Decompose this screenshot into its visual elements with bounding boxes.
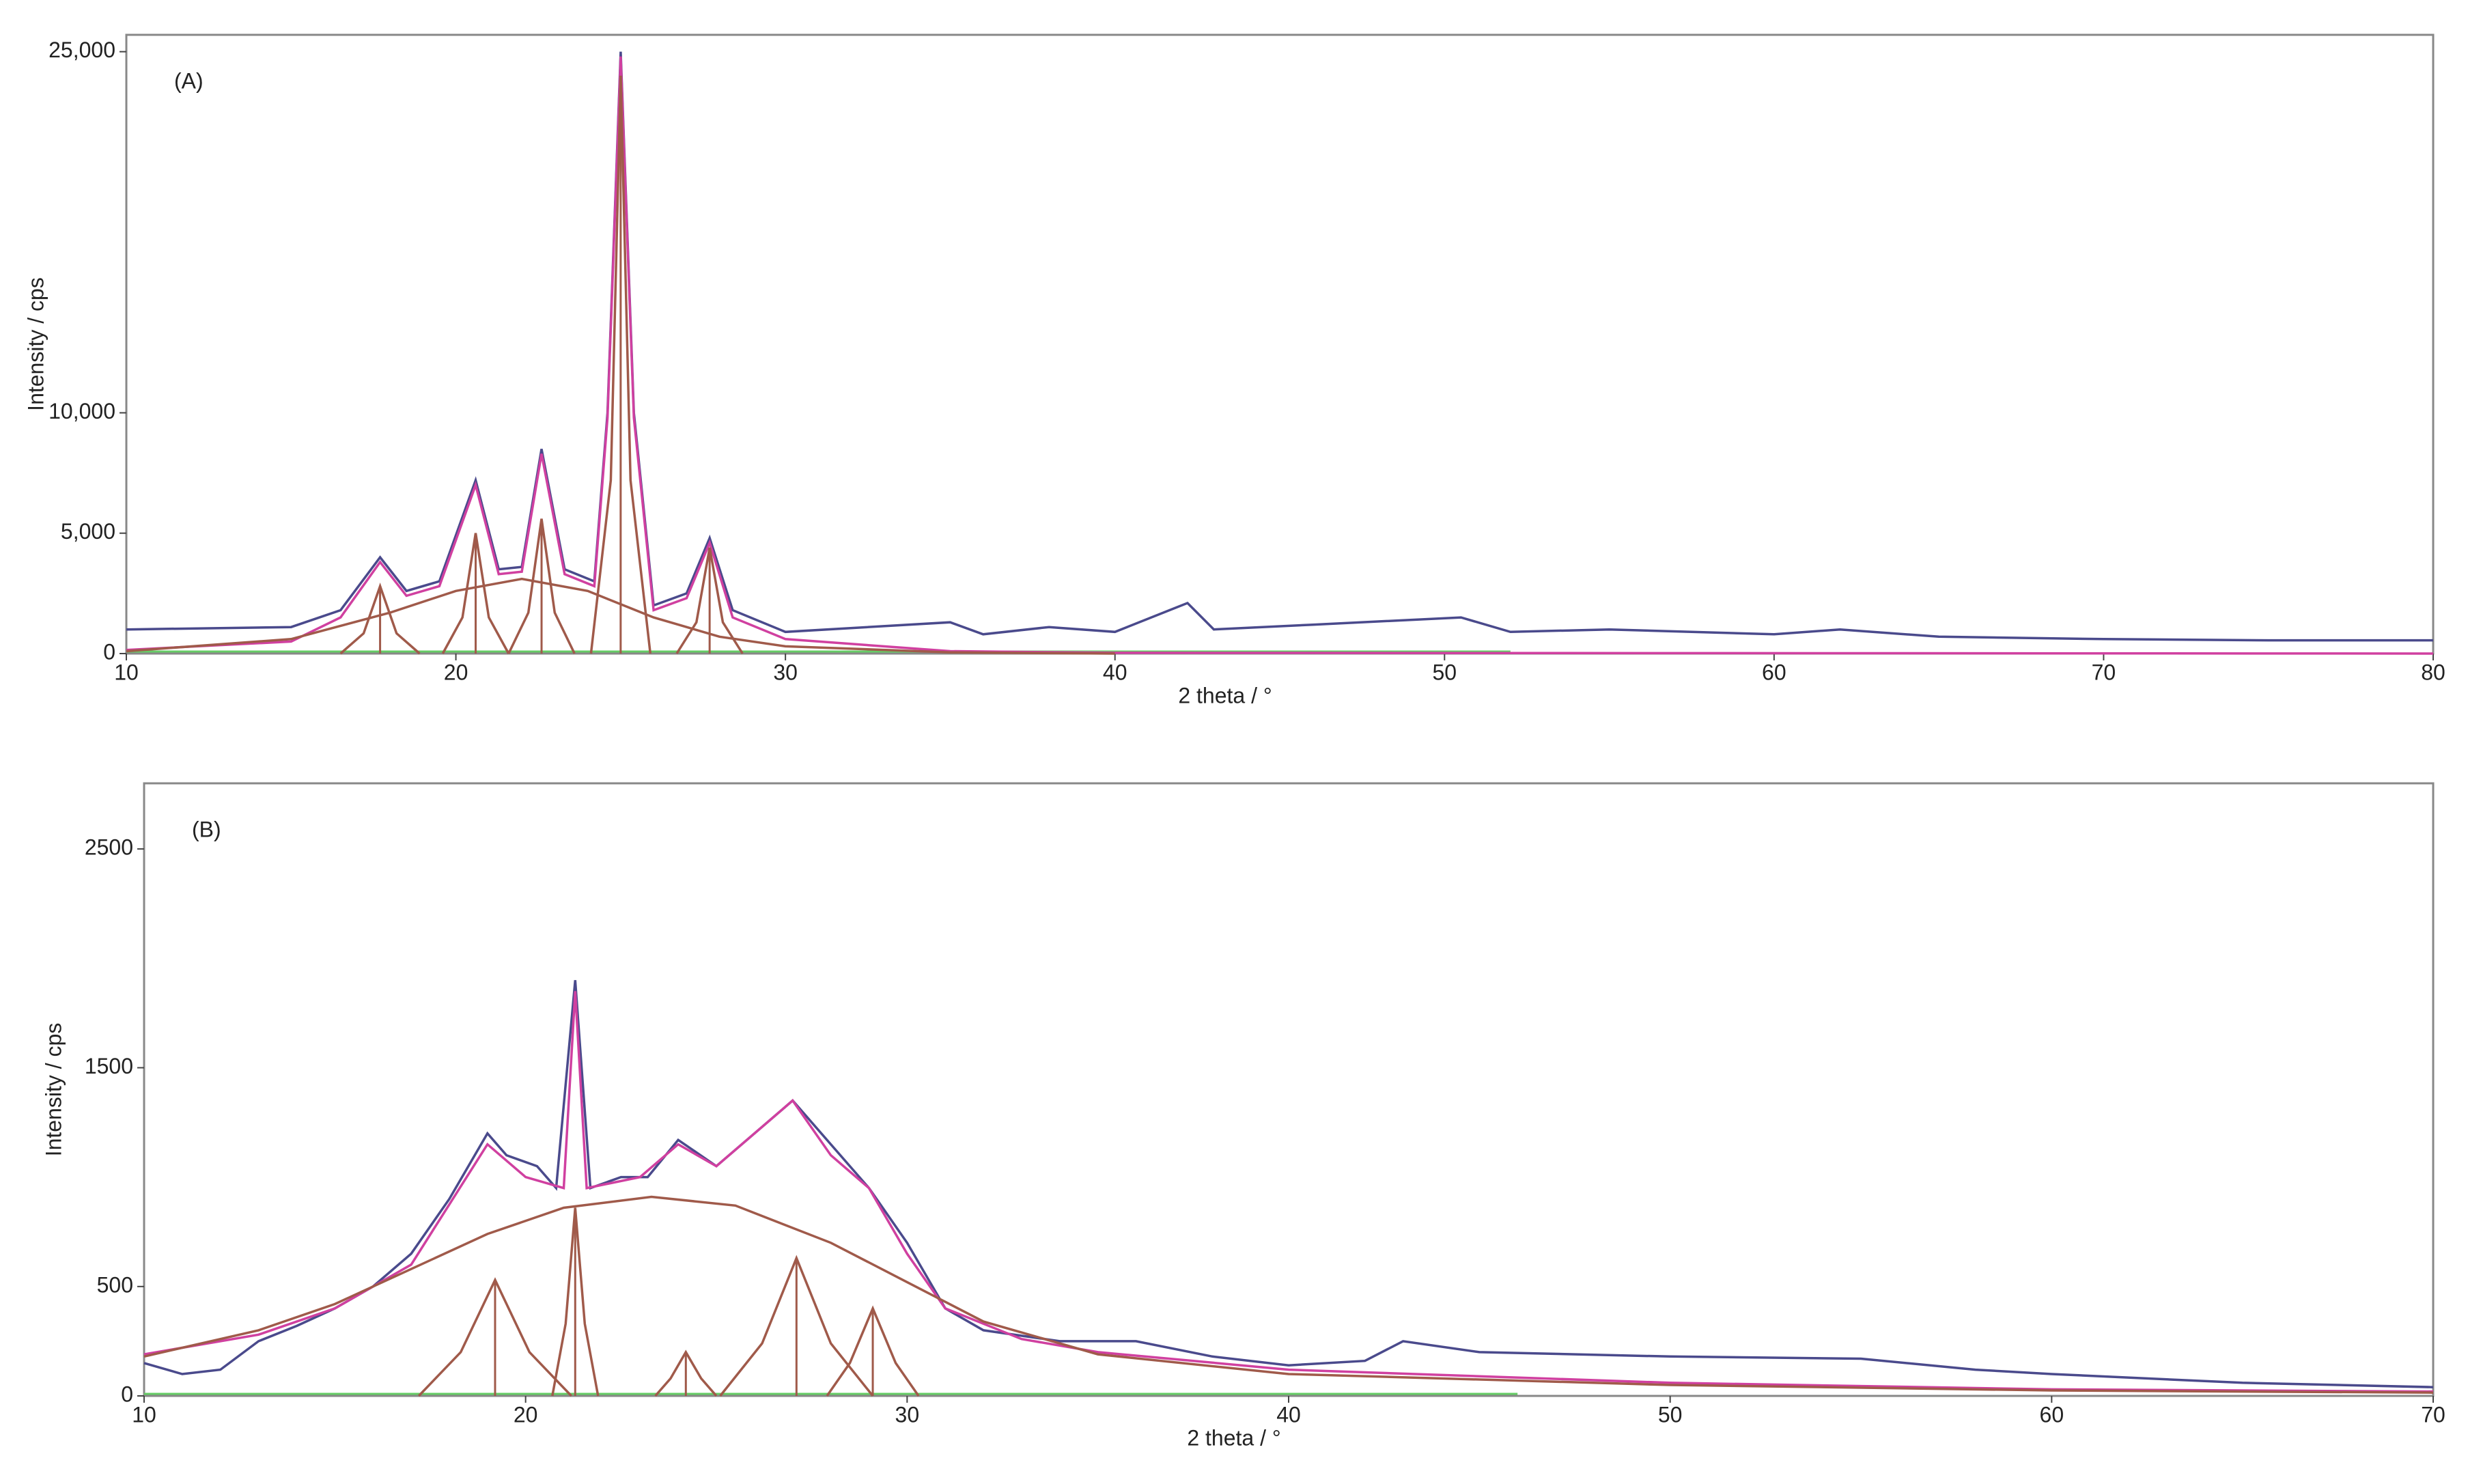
plot-frame (143, 782, 2435, 1397)
series-line (126, 51, 2433, 642)
series-line (143, 991, 2434, 1393)
x-tick-label: 60 (1762, 660, 1786, 684)
series-line (143, 980, 2434, 1388)
series-line (126, 577, 1115, 655)
y-tick-label: 10,000 (48, 399, 115, 423)
series-line (441, 533, 510, 654)
series-line (654, 1349, 718, 1397)
x-tick-label: 40 (1276, 1402, 1301, 1427)
x-tick-label: 70 (2421, 1402, 2445, 1427)
y-tick-label: 5,000 (61, 519, 115, 544)
series-line (417, 1277, 572, 1397)
series-line (589, 75, 652, 654)
x-tick-label: 10 (132, 1402, 156, 1427)
y-tick-label: 1500 (85, 1054, 133, 1078)
x-tick-label: 60 (2040, 1402, 2064, 1427)
panel-label: (B) (192, 817, 221, 841)
y-tick-label: 500 (97, 1272, 133, 1297)
x-tick-label: 30 (895, 1402, 920, 1427)
y-tick-label: 0 (121, 1382, 133, 1406)
y-axis-label: Intensity / cps (23, 277, 48, 411)
x-tick-label: 10 (114, 660, 139, 684)
x-tick-label: 80 (2421, 660, 2445, 684)
panel-label: (A) (174, 68, 204, 93)
y-tick-label: 2500 (85, 835, 133, 860)
x-tick-label: 20 (444, 660, 468, 684)
x-tick-label: 40 (1103, 660, 1127, 684)
x-tick-label: 50 (1658, 1402, 1683, 1427)
y-tick-label: 25,000 (48, 38, 115, 62)
x-tick-label: 50 (1432, 660, 1457, 684)
y-tick-label: 0 (103, 639, 115, 664)
x-tick-label: 70 (2092, 660, 2116, 684)
x-axis-label: 2 theta / ° (1178, 683, 1272, 708)
series-line (143, 1195, 2434, 1394)
y-axis-label: Intensity / cps (41, 1023, 66, 1157)
x-tick-label: 30 (773, 660, 798, 684)
x-axis-label: 2 theta / ° (1187, 1425, 1280, 1450)
x-tick-label: 20 (514, 1402, 538, 1427)
series-line (126, 56, 2434, 655)
